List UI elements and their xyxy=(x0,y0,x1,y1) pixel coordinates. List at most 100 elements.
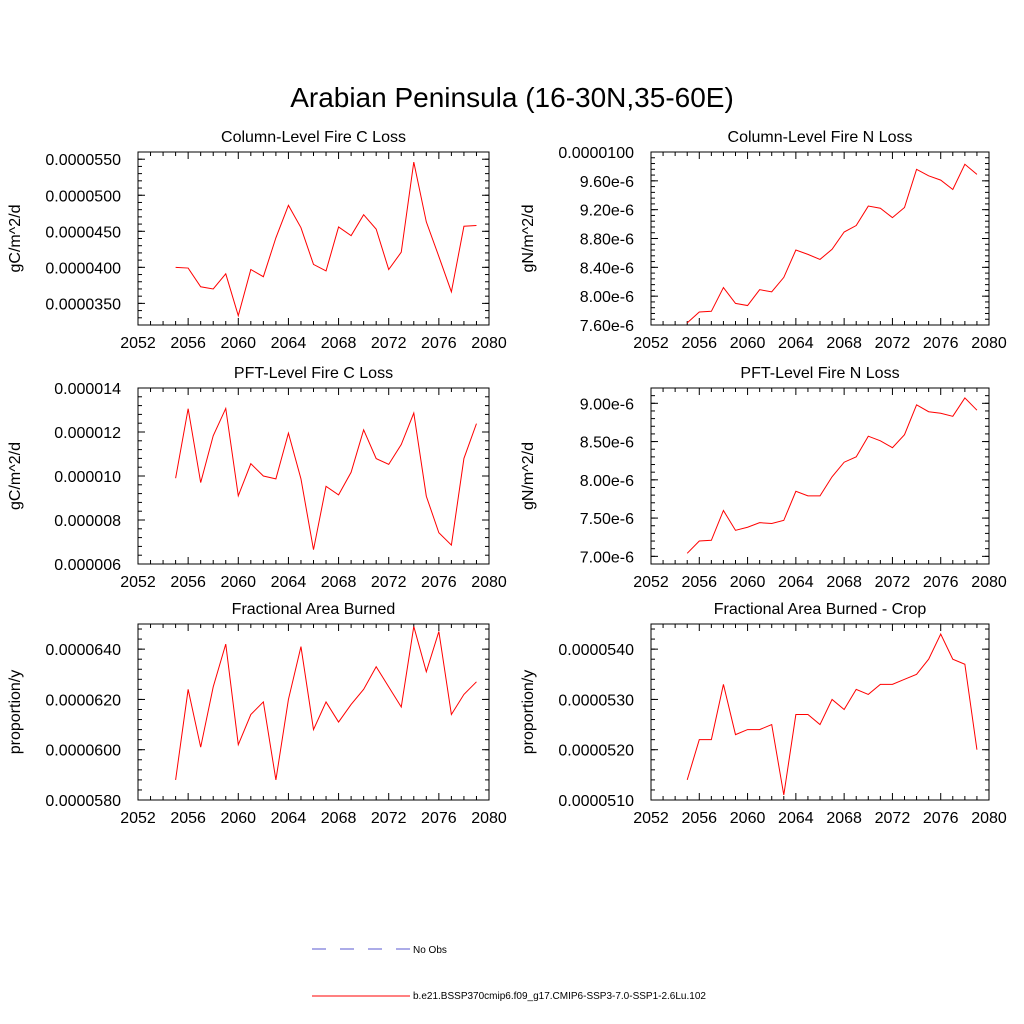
series-line-1 xyxy=(686,163,978,324)
y-tick-label: 0.000010 xyxy=(54,469,121,486)
x-tick-label: 2056 xyxy=(170,335,206,352)
x-tick-label: 2052 xyxy=(120,810,156,827)
figure-title: Arabian Peninsula (16-30N,35-60E) xyxy=(290,82,734,113)
panel-title: PFT-Level Fire N Loss xyxy=(740,365,899,382)
y-tick-label: 0.0000400 xyxy=(45,260,121,277)
series-line-1 xyxy=(175,626,477,780)
series-line-1 xyxy=(175,161,477,318)
x-tick-label: 2080 xyxy=(471,574,507,591)
y-tick-label: 0.0000350 xyxy=(45,296,121,313)
legend-model-label: b.e21.BSSP370cmip6.f09_g17.CMIP6-SSP3-7.… xyxy=(413,991,706,1002)
x-tick-label: 2072 xyxy=(371,810,407,827)
x-tick-label: 2080 xyxy=(971,335,1007,352)
panel-title: PFT-Level Fire C Loss xyxy=(234,365,393,382)
y-tick-label: 0.0000450 xyxy=(45,224,121,241)
x-tick-label: 2072 xyxy=(875,335,911,352)
y-tick-label: 8.00e-6 xyxy=(580,473,634,490)
y-tick-label: 8.80e-6 xyxy=(580,232,634,249)
plot-frame xyxy=(650,151,990,326)
y-tick-label: 0.0000530 xyxy=(558,692,634,709)
y-tick-label: 0.0000600 xyxy=(45,743,121,760)
y-tick-label: 0.0000540 xyxy=(558,642,634,659)
y-tick-label: 8.50e-6 xyxy=(580,435,634,452)
y-tick-label: 0.0000550 xyxy=(45,152,121,169)
plot-frame xyxy=(650,623,990,801)
y-axis-label: gN/m^2/d xyxy=(520,442,537,510)
x-tick-label: 2056 xyxy=(681,810,717,827)
x-tick-label: 2060 xyxy=(730,335,766,352)
series-line-1 xyxy=(686,397,978,554)
chart-panel-1: Column-Level Fire C Loss gC/m^2/d 2052 2056… xyxy=(7,129,507,352)
y-tick-label: 0.0000500 xyxy=(45,188,121,205)
plot-frame xyxy=(137,623,490,801)
x-tick-label: 2072 xyxy=(875,810,911,827)
x-tick-label: 2076 xyxy=(421,574,457,591)
panel-title: Fractional Area Burned xyxy=(232,601,396,618)
x-tick-label: 2056 xyxy=(170,574,206,591)
x-tick-label: 2076 xyxy=(421,810,457,827)
x-tick-label: 2060 xyxy=(220,810,256,827)
y-axis-label: proportion/y xyxy=(7,670,24,755)
x-tick-label: 2056 xyxy=(170,810,206,827)
x-tick-label: 2068 xyxy=(321,810,357,827)
y-tick-label: 0.000014 xyxy=(54,381,121,398)
x-tick-label: 2064 xyxy=(778,810,814,827)
y-tick-label: 0.000006 xyxy=(54,557,121,574)
y-tick-label: 0.0000100 xyxy=(558,145,634,162)
y-axis-label: gC/m^2/d xyxy=(7,442,24,510)
x-tick-label: 2056 xyxy=(681,574,717,591)
x-tick-label: 2064 xyxy=(778,335,814,352)
y-tick-label: 0.0000510 xyxy=(558,793,634,810)
series-line-1 xyxy=(175,406,477,550)
x-tick-label: 2068 xyxy=(826,335,862,352)
chart-panel-2: Column-Level Fire N Loss gN/m^2/d 2052 2056… xyxy=(520,129,1007,352)
legend-no-obs-label: No Obs xyxy=(413,945,447,956)
y-tick-label: 0.0000620 xyxy=(45,692,121,709)
x-tick-label: 2080 xyxy=(971,810,1007,827)
x-tick-label: 2076 xyxy=(923,574,959,591)
y-tick-label: 9.00e-6 xyxy=(580,396,634,413)
x-tick-label: 2068 xyxy=(826,810,862,827)
x-tick-label: 2052 xyxy=(633,335,669,352)
chart-panel-4: PFT-Level Fire N Loss gN/m^2/d 2052 2056 206… xyxy=(520,365,1007,591)
y-axis-label: proportion/y xyxy=(520,670,537,755)
x-tick-label: 2076 xyxy=(923,335,959,352)
y-axis-label: gN/m^2/d xyxy=(520,205,537,273)
panel-title: Column-Level Fire C Loss xyxy=(221,129,406,146)
x-tick-label: 2052 xyxy=(120,574,156,591)
x-tick-label: 2064 xyxy=(778,574,814,591)
x-tick-label: 2080 xyxy=(471,810,507,827)
x-tick-label: 2060 xyxy=(730,574,766,591)
x-tick-label: 2068 xyxy=(321,574,357,591)
y-tick-label: 8.00e-6 xyxy=(580,289,634,306)
x-tick-label: 2064 xyxy=(271,574,307,591)
panels-group: Column-Level Fire C Loss gC/m^2/d 2052 2056… xyxy=(7,129,1007,827)
x-tick-label: 2072 xyxy=(875,574,911,591)
y-tick-label: 7.60e-6 xyxy=(580,318,634,335)
y-tick-label: 0.000008 xyxy=(54,513,121,530)
chart-panel-6: Fractional Area Burned - Crop proportion/… xyxy=(520,601,1007,827)
chart-panel-5: Fractional Area Burned proportion/y 2052 20… xyxy=(7,601,507,827)
legend: No Obs b.e21.BSSP370cmip6.f09_g17.CMIP6-… xyxy=(312,945,706,1002)
y-tick-label: 9.20e-6 xyxy=(580,203,634,220)
y-tick-label: 0.0000580 xyxy=(45,793,121,810)
y-tick-label: 0.000012 xyxy=(54,425,121,442)
x-tick-label: 2056 xyxy=(681,335,717,352)
x-tick-label: 2068 xyxy=(826,574,862,591)
x-tick-label: 2076 xyxy=(421,335,457,352)
x-tick-label: 2052 xyxy=(633,810,669,827)
x-tick-label: 2060 xyxy=(220,335,256,352)
x-tick-label: 2076 xyxy=(923,810,959,827)
x-tick-label: 2052 xyxy=(633,574,669,591)
y-tick-label: 7.50e-6 xyxy=(580,511,634,528)
x-tick-label: 2060 xyxy=(220,574,256,591)
panel-title: Column-Level Fire N Loss xyxy=(728,129,913,146)
x-tick-label: 2052 xyxy=(120,335,156,352)
plot-frame xyxy=(137,151,490,326)
plot-frame xyxy=(650,387,990,565)
x-tick-label: 2064 xyxy=(271,810,307,827)
plot-frame xyxy=(137,387,490,565)
y-tick-label: 7.00e-6 xyxy=(580,549,634,566)
panel-title: Fractional Area Burned - Crop xyxy=(714,601,927,618)
